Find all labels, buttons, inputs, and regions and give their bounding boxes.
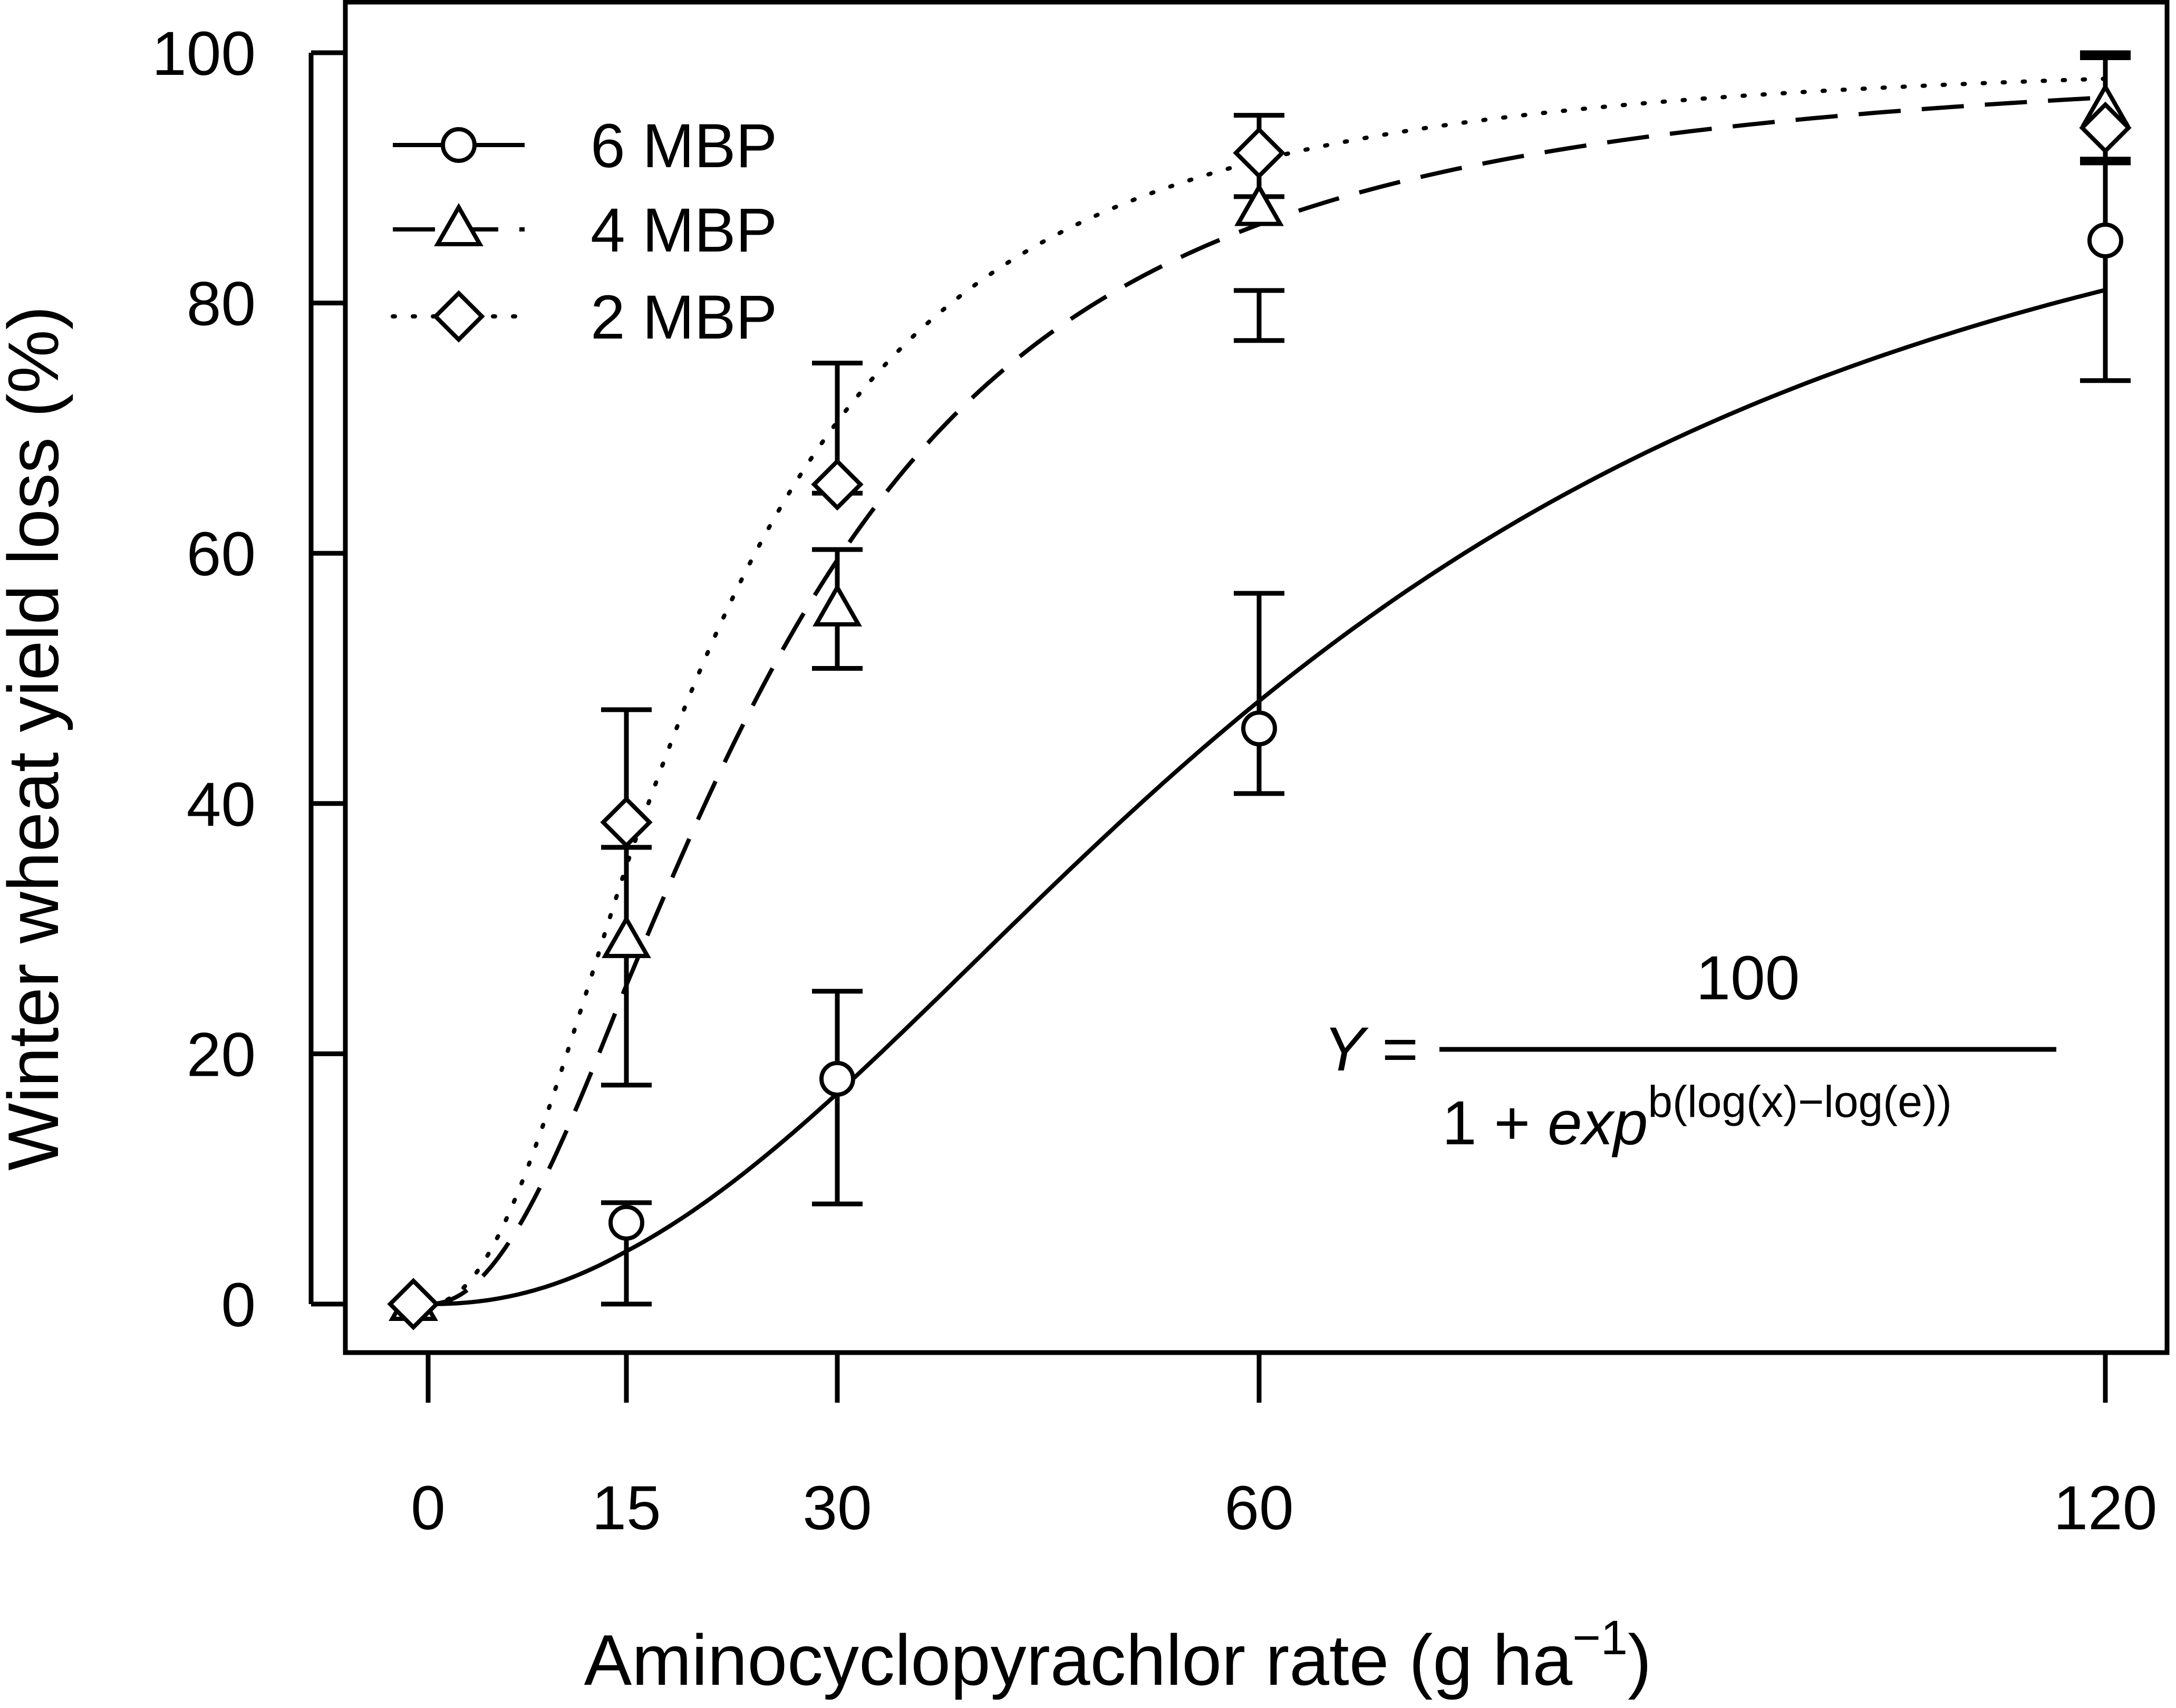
legend-marker-diamond: [432, 290, 485, 343]
x-tick-label: 15: [592, 1473, 661, 1543]
equation-numerator: 100: [1696, 943, 1800, 1013]
curve-triangle: [428, 95, 2106, 1306]
fitted-curves: [426, 76, 2107, 1306]
x-tick-label: 60: [1224, 1473, 1293, 1543]
y-tick-label: 80: [187, 269, 256, 339]
legend-label: 2 MBP: [591, 283, 777, 352]
marker-triangle: [1234, 182, 1284, 226]
y-axis-title: Winter wheat yield loss (%): [0, 306, 73, 1171]
equation-denominator: 1 + expb(log(x)−log(e)): [1442, 1077, 1952, 1158]
marker-diamond: [811, 458, 864, 511]
marker-circle: [1241, 710, 1277, 747]
marker-circle: [608, 1204, 644, 1241]
marker-circle: [819, 1060, 855, 1097]
marker-diamond: [600, 796, 653, 849]
legend-marker-circle: [441, 127, 477, 163]
legend: 6 MBP 4 MBP 2 MBP: [391, 111, 777, 352]
legend-marker-triangle: [434, 202, 483, 246]
plot-frame: [343, 0, 2170, 1355]
y-tick-label: 0: [221, 1270, 256, 1340]
curve-circle: [428, 288, 2106, 1306]
y-tick-label: 100: [152, 19, 256, 89]
marker-diamond: [387, 1278, 440, 1330]
y-tick-label: 20: [187, 1020, 256, 1089]
equation: Y = 100 1 + expb(log(x)−log(e)): [1323, 943, 2056, 1158]
axes: 0 20 40 60 80 100 0 15 30 60 120: [152, 0, 2170, 1543]
x-axis-title: Aminocyclopyrachlor rate (g ha−1): [584, 1611, 1652, 1700]
x-tick-label: 120: [2054, 1473, 2158, 1543]
legend-label: 6 MBP: [591, 111, 777, 181]
marker-diamond: [1233, 127, 1285, 179]
y-tick-label: 40: [187, 770, 256, 839]
legend-label: 4 MBP: [591, 196, 777, 265]
x-tick-label: 0: [411, 1473, 446, 1543]
data-markers: [387, 82, 2132, 1330]
marker-triangle: [813, 583, 862, 626]
marker-circle: [2087, 222, 2123, 258]
marker-triangle: [602, 914, 651, 958]
equation-lhs: Y =: [1323, 1015, 1417, 1084]
y-tick-label: 60: [187, 519, 256, 589]
marker-diamond: [2079, 101, 2132, 155]
x-tick-label: 30: [802, 1473, 872, 1543]
curve-diamond: [426, 76, 2107, 1306]
